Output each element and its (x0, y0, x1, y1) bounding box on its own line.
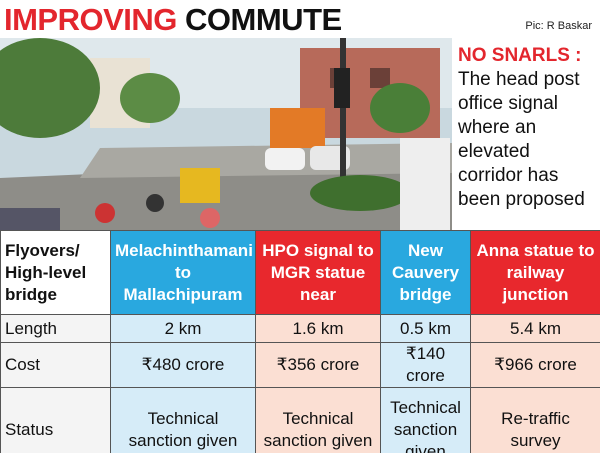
table-cell: Technical sanction given (110, 387, 256, 453)
table-cell: ₹480 crore (110, 342, 256, 388)
table-cell: 2 km (110, 314, 256, 343)
table-cell: Status (0, 387, 111, 453)
caption-label: NO SNARLS : (458, 45, 582, 66)
table-cell: Cost (0, 342, 111, 388)
header-cell: HPO signal to MGR statue near (255, 230, 381, 315)
table-row: Status Technical sanction given Technical … (0, 387, 600, 453)
table-row: Cost ₹480 crore ₹356 crore ₹140 crore ₹966 c… (0, 342, 600, 388)
table-cell: ₹356 crore (255, 342, 381, 388)
header-cell: Melachinthamani to Mallachipuram (110, 230, 256, 315)
caption-text: The head post office signal where an ele… (458, 69, 585, 210)
table-cell: 5.4 km (470, 314, 600, 343)
photo-credit: Pic: R Baskar (525, 20, 592, 32)
table-cell: Re-traffic survey (470, 387, 600, 453)
headline-black: COMMUTE (185, 2, 342, 37)
photo (0, 38, 452, 230)
table-cell: Technical sanction given (380, 387, 471, 453)
header-cell: Flyovers/ High-level bridge (0, 230, 111, 315)
headline: IMPROVING COMMUTE (4, 2, 342, 38)
table-cell: Length (0, 314, 111, 343)
photo-caption: NO SNARLS : The head post office signal w… (458, 44, 598, 212)
table-cell: ₹966 crore (470, 342, 600, 388)
table-cell: ₹140 crore (380, 342, 471, 388)
table-cell: Technical sanction given (255, 387, 381, 453)
bridge-table: Flyovers/ High-level bridge Melachinthama… (0, 230, 600, 453)
header-cell: New Cauvery bridge (380, 230, 471, 315)
header-cell: Anna statue to railway junction (470, 230, 600, 315)
header-row: Flyovers/ High-level bridge Melachinthama… (0, 230, 600, 315)
table-cell: 1.6 km (255, 314, 381, 343)
table-row: Length 2 km 1.6 km 0.5 km 5.4 km (0, 314, 600, 343)
headline-red: IMPROVING (4, 2, 177, 37)
table-cell: 0.5 km (380, 314, 471, 343)
table-body: Flyovers/ High-level bridge Melachinthama… (0, 230, 600, 453)
